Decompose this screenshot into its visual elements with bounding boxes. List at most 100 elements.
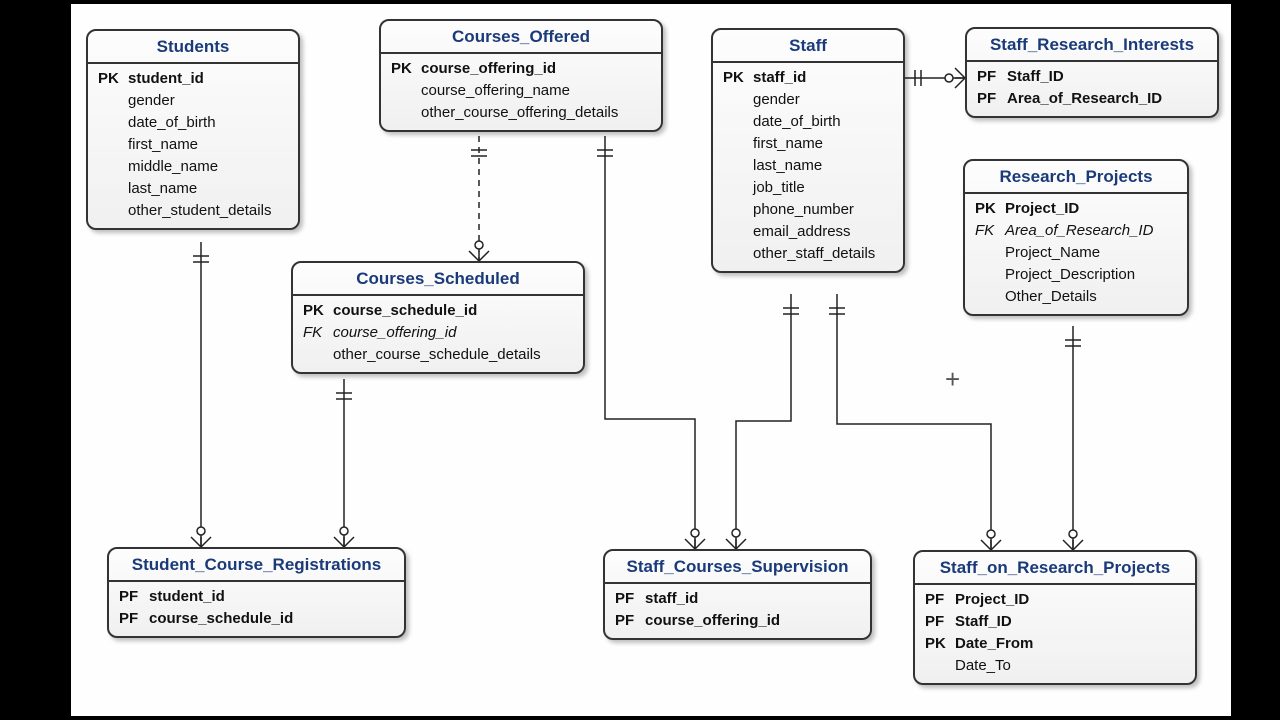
entity-staff_research_interests[interactable]: Staff_Research_InterestsPFStaff_IDPFArea… (965, 27, 1219, 118)
entity-attributes: PFStaff_IDPFArea_of_Research_ID (967, 62, 1217, 116)
entity-title: Staff_Courses_Supervision (605, 551, 870, 584)
attribute-keytype (94, 90, 128, 112)
attribute-name: student_id (149, 586, 398, 608)
entity-title: Courses_Scheduled (293, 263, 583, 296)
attribute-name: last_name (753, 155, 897, 177)
watermark-text: سبق (1273, 0, 1280, 32)
attribute-row: last_name (94, 178, 292, 200)
attribute-keytype: PK (719, 67, 753, 89)
entity-research_projects[interactable]: Research_ProjectsPKProject_IDFKArea_of_R… (963, 159, 1189, 316)
attribute-row: PFcourse_offering_id (611, 610, 864, 632)
attribute-name: Area_of_Research_ID (1007, 88, 1211, 110)
attribute-name: course_schedule_id (149, 608, 398, 630)
attribute-name: Other_Details (1005, 286, 1181, 308)
attribute-row: PFStaff_ID (973, 66, 1211, 88)
attribute-keytype (94, 200, 128, 222)
attribute-keytype (94, 178, 128, 200)
attribute-name: Project_ID (1005, 198, 1181, 220)
attribute-row: Other_Details (971, 286, 1181, 308)
entity-attributes: PFstudent_idPFcourse_schedule_id (109, 582, 404, 636)
attribute-row: middle_name (94, 156, 292, 178)
attribute-name: middle_name (128, 156, 292, 178)
attribute-name: Project_Description (1005, 264, 1181, 286)
attribute-name: Staff_ID (955, 611, 1189, 633)
entity-attributes: PKProject_IDFKArea_of_Research_IDProject… (965, 194, 1187, 314)
entity-title: Student_Course_Registrations (109, 549, 404, 582)
attribute-row: other_course_schedule_details (299, 344, 577, 366)
attribute-name: last_name (128, 178, 292, 200)
attribute-keytype: PF (973, 88, 1007, 110)
attribute-row: PFstudent_id (115, 586, 398, 608)
attribute-name: gender (128, 90, 292, 112)
entity-courses_scheduled[interactable]: Courses_ScheduledPKcourse_schedule_idFKc… (291, 261, 585, 374)
entity-attributes: PKstudent_idgenderdate_of_birthfirst_nam… (88, 64, 298, 228)
attribute-row: Date_To (921, 655, 1189, 677)
attribute-name: phone_number (753, 199, 897, 221)
attribute-keytype (971, 264, 1005, 286)
attribute-name: first_name (753, 133, 897, 155)
attribute-name: date_of_birth (753, 111, 897, 133)
attribute-row: last_name (719, 155, 897, 177)
entity-courses_offered[interactable]: Courses_OfferedPKcourse_offering_idcours… (379, 19, 663, 132)
attribute-name: job_title (753, 177, 897, 199)
attribute-name: course_schedule_id (333, 300, 577, 322)
entity-attributes: PKcourse_schedule_idFKcourse_offering_id… (293, 296, 583, 372)
attribute-name: gender (753, 89, 897, 111)
attribute-keytype: FK (971, 220, 1005, 242)
attribute-row: other_course_offering_details (387, 102, 655, 124)
attribute-keytype: PF (115, 608, 149, 630)
attribute-row: PFArea_of_Research_ID (973, 88, 1211, 110)
attribute-row: PKstaff_id (719, 67, 897, 89)
attribute-keytype: PK (387, 58, 421, 80)
attribute-keytype (719, 243, 753, 265)
attribute-name: course_offering_id (421, 58, 655, 80)
attribute-row: phone_number (719, 199, 897, 221)
attribute-row: first_name (719, 133, 897, 155)
attribute-row: date_of_birth (719, 111, 897, 133)
attribute-keytype (94, 134, 128, 156)
attribute-row: Project_Description (971, 264, 1181, 286)
attribute-row: PKstudent_id (94, 68, 292, 90)
attribute-row: PKcourse_schedule_id (299, 300, 577, 322)
attribute-keytype (387, 80, 421, 102)
entity-attributes: PFProject_IDPFStaff_IDPKDate_FromDate_To (915, 585, 1195, 683)
entity-students[interactable]: StudentsPKstudent_idgenderdate_of_birthf… (86, 29, 300, 230)
attribute-name: other_course_offering_details (421, 102, 655, 124)
attribute-keytype: PK (921, 633, 955, 655)
attribute-keytype (971, 242, 1005, 264)
attribute-keytype (719, 199, 753, 221)
attribute-row: PKProject_ID (971, 198, 1181, 220)
attribute-keytype (719, 133, 753, 155)
attribute-name: email_address (753, 221, 897, 243)
attribute-row: FKcourse_offering_id (299, 322, 577, 344)
attribute-name: course_offering_id (645, 610, 864, 632)
attribute-name: course_offering_name (421, 80, 655, 102)
entity-staff[interactable]: Staff PKstaff_idgenderdate_of_birthfirst_… (711, 28, 905, 273)
attribute-keytype (719, 177, 753, 199)
attribute-row: Project_Name (971, 242, 1181, 264)
entity-attributes: PKcourse_offering_idcourse_offering_name… (381, 54, 661, 130)
entity-student_course_registrations[interactable]: Student_Course_RegistrationsPFstudent_id… (107, 547, 406, 638)
attribute-row: course_offering_name (387, 80, 655, 102)
attribute-keytype (971, 286, 1005, 308)
attribute-keytype (299, 344, 333, 366)
entity-staff_on_research_projects[interactable]: Staff_on_Research_ProjectsPFProject_IDPF… (913, 550, 1197, 685)
entity-title: Staff (713, 30, 903, 63)
attribute-keytype: FK (299, 322, 333, 344)
attribute-name: Staff_ID (1007, 66, 1211, 88)
attribute-row: PKcourse_offering_id (387, 58, 655, 80)
attribute-name: staff_id (753, 67, 897, 89)
attribute-row: email_address (719, 221, 897, 243)
attribute-row: other_staff_details (719, 243, 897, 265)
attribute-row: PFstaff_id (611, 588, 864, 610)
attribute-name: other_staff_details (753, 243, 897, 265)
entity-title: Research_Projects (965, 161, 1187, 194)
entity-staff_courses_supervision[interactable]: Staff_Courses_SupervisionPFstaff_idPFcou… (603, 549, 872, 640)
attribute-keytype (387, 102, 421, 124)
entity-attributes: PFstaff_idPFcourse_offering_id (605, 584, 870, 638)
attribute-keytype (719, 221, 753, 243)
attribute-keytype: PK (299, 300, 333, 322)
attribute-keytype: PF (921, 589, 955, 611)
attribute-row: gender (94, 90, 292, 112)
attribute-keytype: PF (973, 66, 1007, 88)
